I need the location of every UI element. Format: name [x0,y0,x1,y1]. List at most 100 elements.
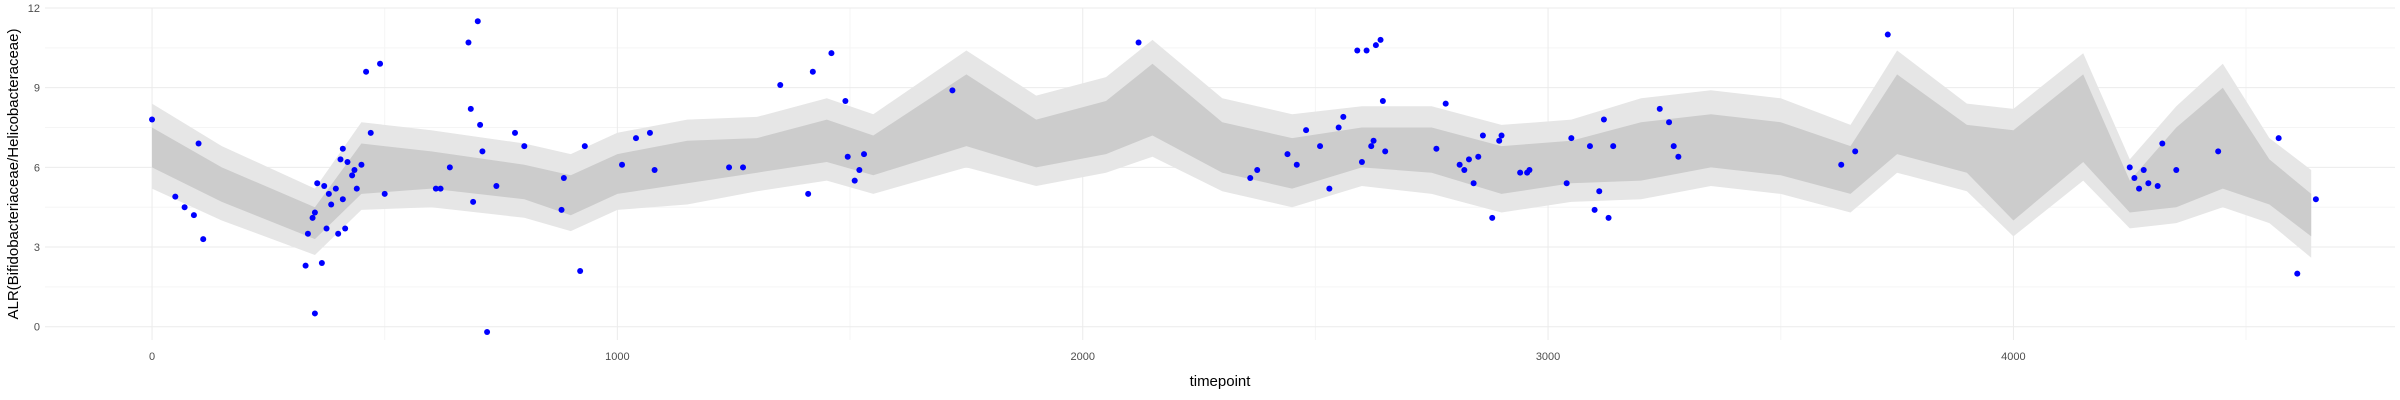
data-point [512,129,518,136]
data-point [646,129,653,136]
data-point [842,97,849,104]
data-point [477,121,484,128]
data-point [2275,135,2282,142]
data-point [344,159,351,166]
data-point [851,177,858,184]
data-point [470,198,477,205]
data-point [619,161,626,168]
data-point [311,209,318,216]
data-point [172,193,179,200]
data-point [1496,137,1503,144]
data-point [1461,167,1468,174]
data-point [2154,182,2161,189]
data-point [805,190,812,197]
data-point [353,185,360,192]
data-point [363,68,370,75]
data-point [1254,167,1261,174]
data-point [484,329,491,336]
data-point [1135,39,1142,46]
data-point [339,196,346,203]
data-point [1479,132,1486,139]
data-point [1656,105,1663,112]
data-point [1675,153,1682,160]
data-point [558,206,565,213]
observed-points [149,18,2319,336]
data-point [2173,167,2180,174]
data-point [1489,214,1496,221]
data-point [1568,135,1575,142]
data-point [1563,180,1570,187]
data-point [437,185,444,192]
data-point [1600,116,1607,123]
data-point [651,167,658,174]
data-point [1838,161,1845,168]
data-point [1470,180,1477,187]
data-point [321,182,328,189]
data-point [302,262,309,269]
data-point [1379,97,1386,104]
data-point [2126,164,2133,171]
data-point [335,230,342,237]
data-point [446,164,453,171]
data-point [311,310,318,317]
data-point [2312,196,2319,203]
data-point [200,236,207,243]
data-point [1372,42,1379,49]
data-point [1433,145,1440,152]
data-point [1247,174,1254,181]
data-point [342,225,349,232]
data-point [325,190,332,197]
data-point [1340,113,1347,120]
data-point [432,185,439,192]
data-point [856,167,863,174]
data-point [377,60,384,67]
data-point [1303,127,1310,134]
data-point [367,129,374,136]
data-point [1610,143,1617,150]
y-tick-label: 9 [34,83,40,95]
data-point [560,174,567,181]
x-axis-title: timepoint [1190,373,1252,390]
data-point [381,190,388,197]
data-point [479,148,486,155]
data-point [1368,143,1375,150]
data-point [2131,174,2138,181]
x-tick-label: 3000 [1536,351,1560,363]
data-point [1526,167,1533,174]
x-tick-label: 4000 [2001,351,2025,363]
data-point [861,151,868,158]
data-point [493,182,500,189]
data-point [323,225,330,232]
data-point [339,145,346,152]
data-point [314,180,321,187]
data-point [632,135,639,142]
data-point [1358,159,1365,166]
data-point [949,87,956,94]
data-point [1456,161,1463,168]
data-point [777,82,784,89]
data-point [358,161,365,168]
data-point [1465,156,1472,163]
data-point [577,267,584,274]
x-tick-label: 2000 [1070,351,1094,363]
data-point [309,214,316,221]
data-point [521,143,528,150]
y-axis-title: ALR(Bifidobacteriaceae/Helicobacteraceae… [5,29,22,320]
data-point [2136,185,2143,192]
data-point [581,143,588,150]
data-point [304,230,311,237]
y-tick-label: 12 [28,3,40,15]
data-point [1596,188,1603,195]
data-point [1475,153,1482,160]
data-point [351,167,358,174]
data-point [726,164,733,171]
data-point [1382,148,1389,155]
data-point [1326,185,1333,192]
y-tick-label: 3 [34,242,40,254]
data-point [1517,169,1524,176]
data-point [195,140,202,147]
data-point [2294,270,2301,277]
prediction-bands [152,39,2312,258]
data-point [1377,36,1384,43]
